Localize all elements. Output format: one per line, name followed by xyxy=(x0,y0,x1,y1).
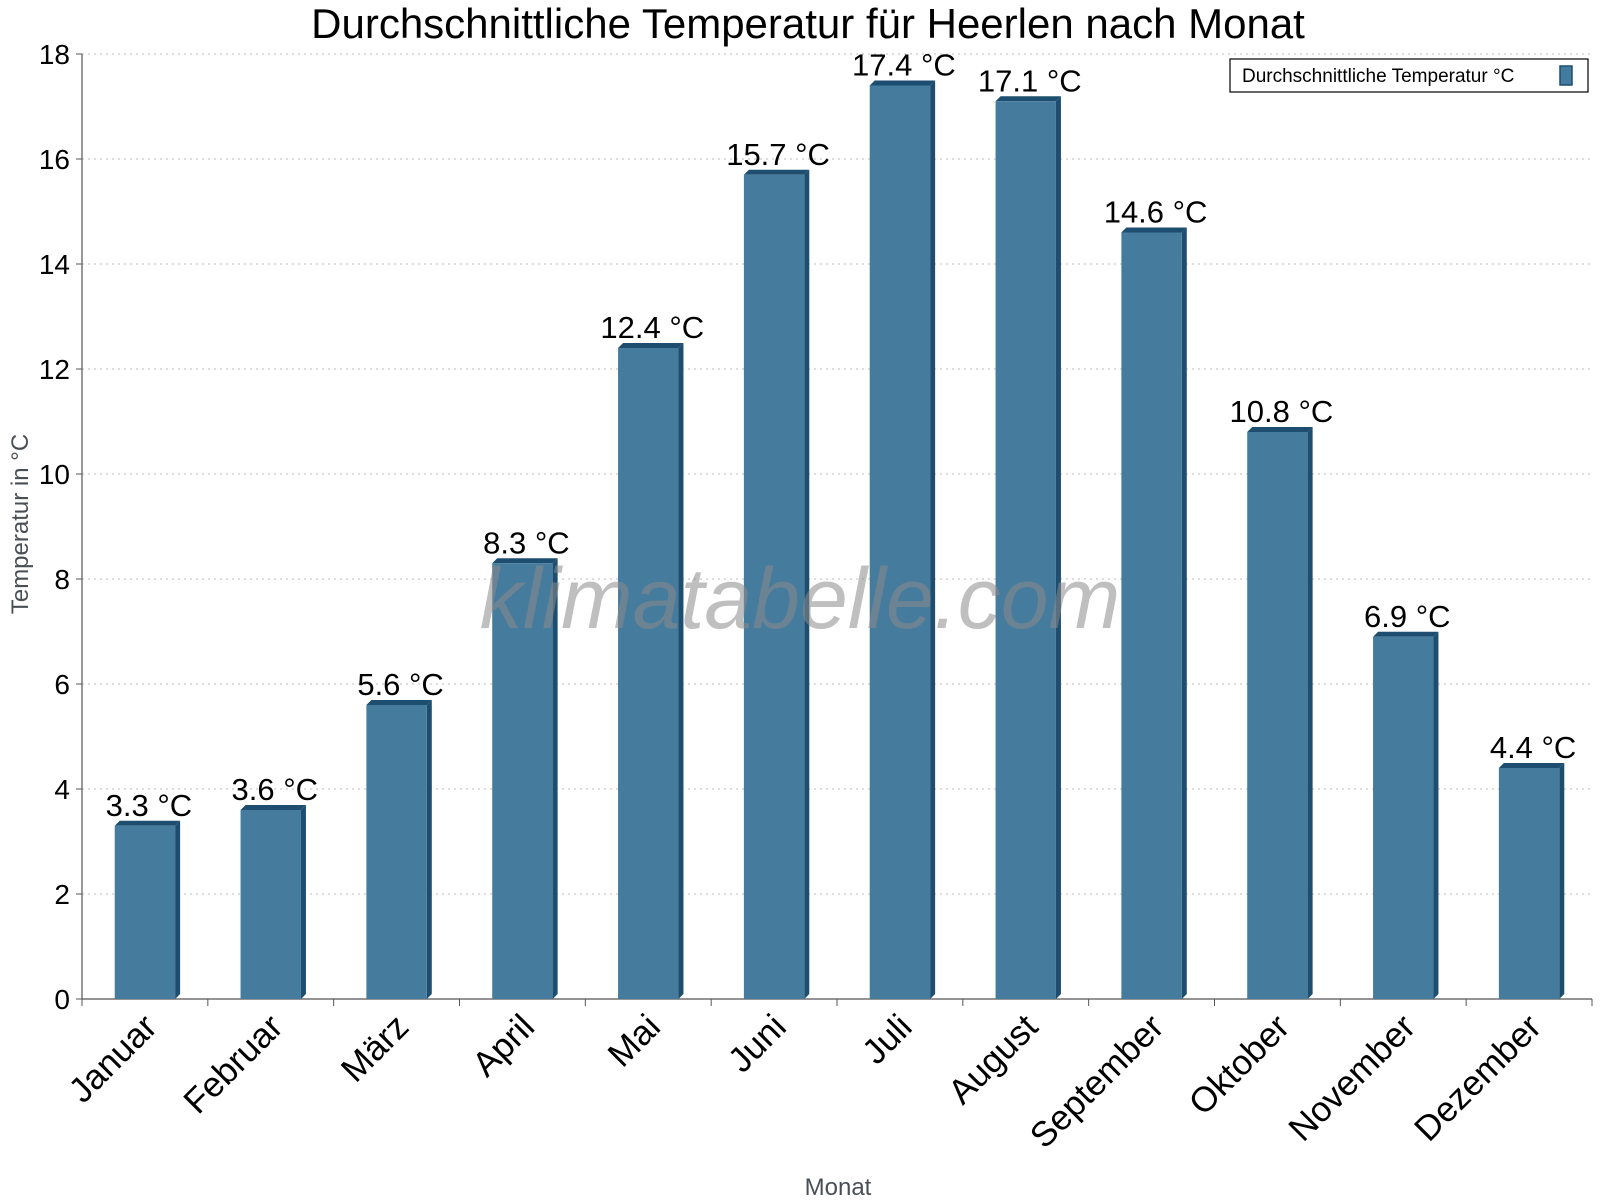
bar-top xyxy=(1373,631,1439,637)
bar-side xyxy=(1055,96,1061,999)
bar-front xyxy=(1373,636,1434,999)
bar-front xyxy=(366,705,427,999)
y-tick-label: 2 xyxy=(54,879,70,910)
x-axis-title: Monat xyxy=(805,1174,872,1200)
data-label: 17.1 °C xyxy=(978,63,1082,98)
data-label: 3.6 °C xyxy=(232,772,319,807)
legend-label: Durchschnittliche Temperatur °C xyxy=(1242,66,1514,87)
bar-side xyxy=(1181,227,1187,999)
bar xyxy=(114,820,181,999)
y-tick-label: 16 xyxy=(39,144,70,175)
bar-front xyxy=(240,810,301,999)
y-axis-title: Temperatur in °C xyxy=(7,434,34,614)
bar-side xyxy=(552,558,558,999)
y-tick-label: 12 xyxy=(39,354,70,385)
bar-side xyxy=(1307,427,1313,999)
y-tick-label: 10 xyxy=(39,459,70,490)
y-tick-label: 4 xyxy=(54,774,70,805)
x-tick-label: Mai xyxy=(600,1007,667,1074)
bar-top xyxy=(1498,763,1565,768)
bar-front xyxy=(492,563,553,999)
bar-front xyxy=(743,174,805,999)
x-tick-label: November xyxy=(1281,1007,1423,1149)
bar-side xyxy=(300,805,306,999)
x-tick-label: Januar xyxy=(61,1007,164,1110)
bar-front xyxy=(869,85,931,999)
bar xyxy=(869,80,936,999)
bar-front xyxy=(618,348,679,999)
bar xyxy=(366,700,432,999)
legend: Durchschnittliche Temperatur °C xyxy=(1229,58,1589,93)
bar-front xyxy=(995,101,1056,999)
bar-side xyxy=(426,700,432,999)
x-tick-label: Oktober xyxy=(1181,1007,1297,1123)
bar-top xyxy=(240,805,306,810)
gridlines xyxy=(82,53,1592,895)
bar-side xyxy=(1433,631,1439,999)
x-tick-label: Juli xyxy=(855,1007,920,1072)
bar-top xyxy=(1121,227,1187,233)
bar-front xyxy=(114,825,176,999)
bar xyxy=(743,169,810,999)
data-label: 10.8 °C xyxy=(1230,394,1334,429)
chart-title: Durchschnittliche Temperatur für Heerlen… xyxy=(311,0,1305,47)
bar-side xyxy=(175,820,181,999)
bar xyxy=(1121,227,1187,999)
y-tick-label: 0 xyxy=(54,984,70,1015)
data-label: 5.6 °C xyxy=(357,667,444,702)
bar-front xyxy=(1247,432,1308,999)
bar-top xyxy=(1247,427,1313,432)
bar-top xyxy=(114,820,181,826)
bar-top xyxy=(492,558,558,564)
bar xyxy=(1498,763,1565,999)
bar-top xyxy=(869,80,936,86)
x-tick-label: Dezember xyxy=(1407,1007,1549,1149)
bar xyxy=(1247,427,1313,999)
bar-side xyxy=(678,343,684,999)
bar xyxy=(492,558,558,999)
x-tick-label: Juni xyxy=(721,1007,794,1080)
x-tick-label: August xyxy=(941,1007,1046,1112)
data-label: 8.3 °C xyxy=(483,525,570,560)
bar-top xyxy=(366,700,432,705)
data-label: 15.7 °C xyxy=(726,137,830,172)
bar-side xyxy=(1559,763,1565,999)
data-label: 3.3 °C xyxy=(106,788,193,823)
value-labels: 3.3 °C 3.6 °C 5.6 °C 8.3 °C 12.4 °C 15.7 °C 17… xyxy=(106,48,1577,823)
watermark: klimatabelle.com xyxy=(480,551,1120,647)
x-tick-label: April xyxy=(465,1007,542,1084)
y-tick-label: 6 xyxy=(54,669,70,700)
x-tick-label: September xyxy=(1023,1007,1172,1156)
bar xyxy=(618,343,684,999)
y-tick-label: 8 xyxy=(54,564,70,595)
bar-top xyxy=(743,169,810,175)
legend-swatch xyxy=(1559,65,1573,86)
legend-box xyxy=(1229,58,1589,93)
x-tick-label: März xyxy=(334,1007,417,1090)
bar-side xyxy=(930,80,936,999)
bar-front xyxy=(1121,232,1182,999)
data-label: 4.4 °C xyxy=(1490,730,1577,765)
y-tick-label: 14 xyxy=(39,249,70,280)
bar xyxy=(1373,631,1439,999)
bar-top xyxy=(618,343,684,348)
bar-top xyxy=(995,96,1061,102)
bars xyxy=(114,80,1565,999)
y-tick-label: 18 xyxy=(39,39,70,70)
x-tick-label: Februar xyxy=(176,1007,290,1121)
bar xyxy=(240,805,306,999)
bar xyxy=(995,96,1061,999)
bar-side xyxy=(804,169,810,999)
data-label: 14.6 °C xyxy=(1104,195,1208,230)
data-label: 6.9 °C xyxy=(1364,599,1451,634)
bar-front xyxy=(1498,768,1560,999)
data-label: 17.4 °C xyxy=(852,48,956,83)
data-label: 12.4 °C xyxy=(600,310,704,345)
